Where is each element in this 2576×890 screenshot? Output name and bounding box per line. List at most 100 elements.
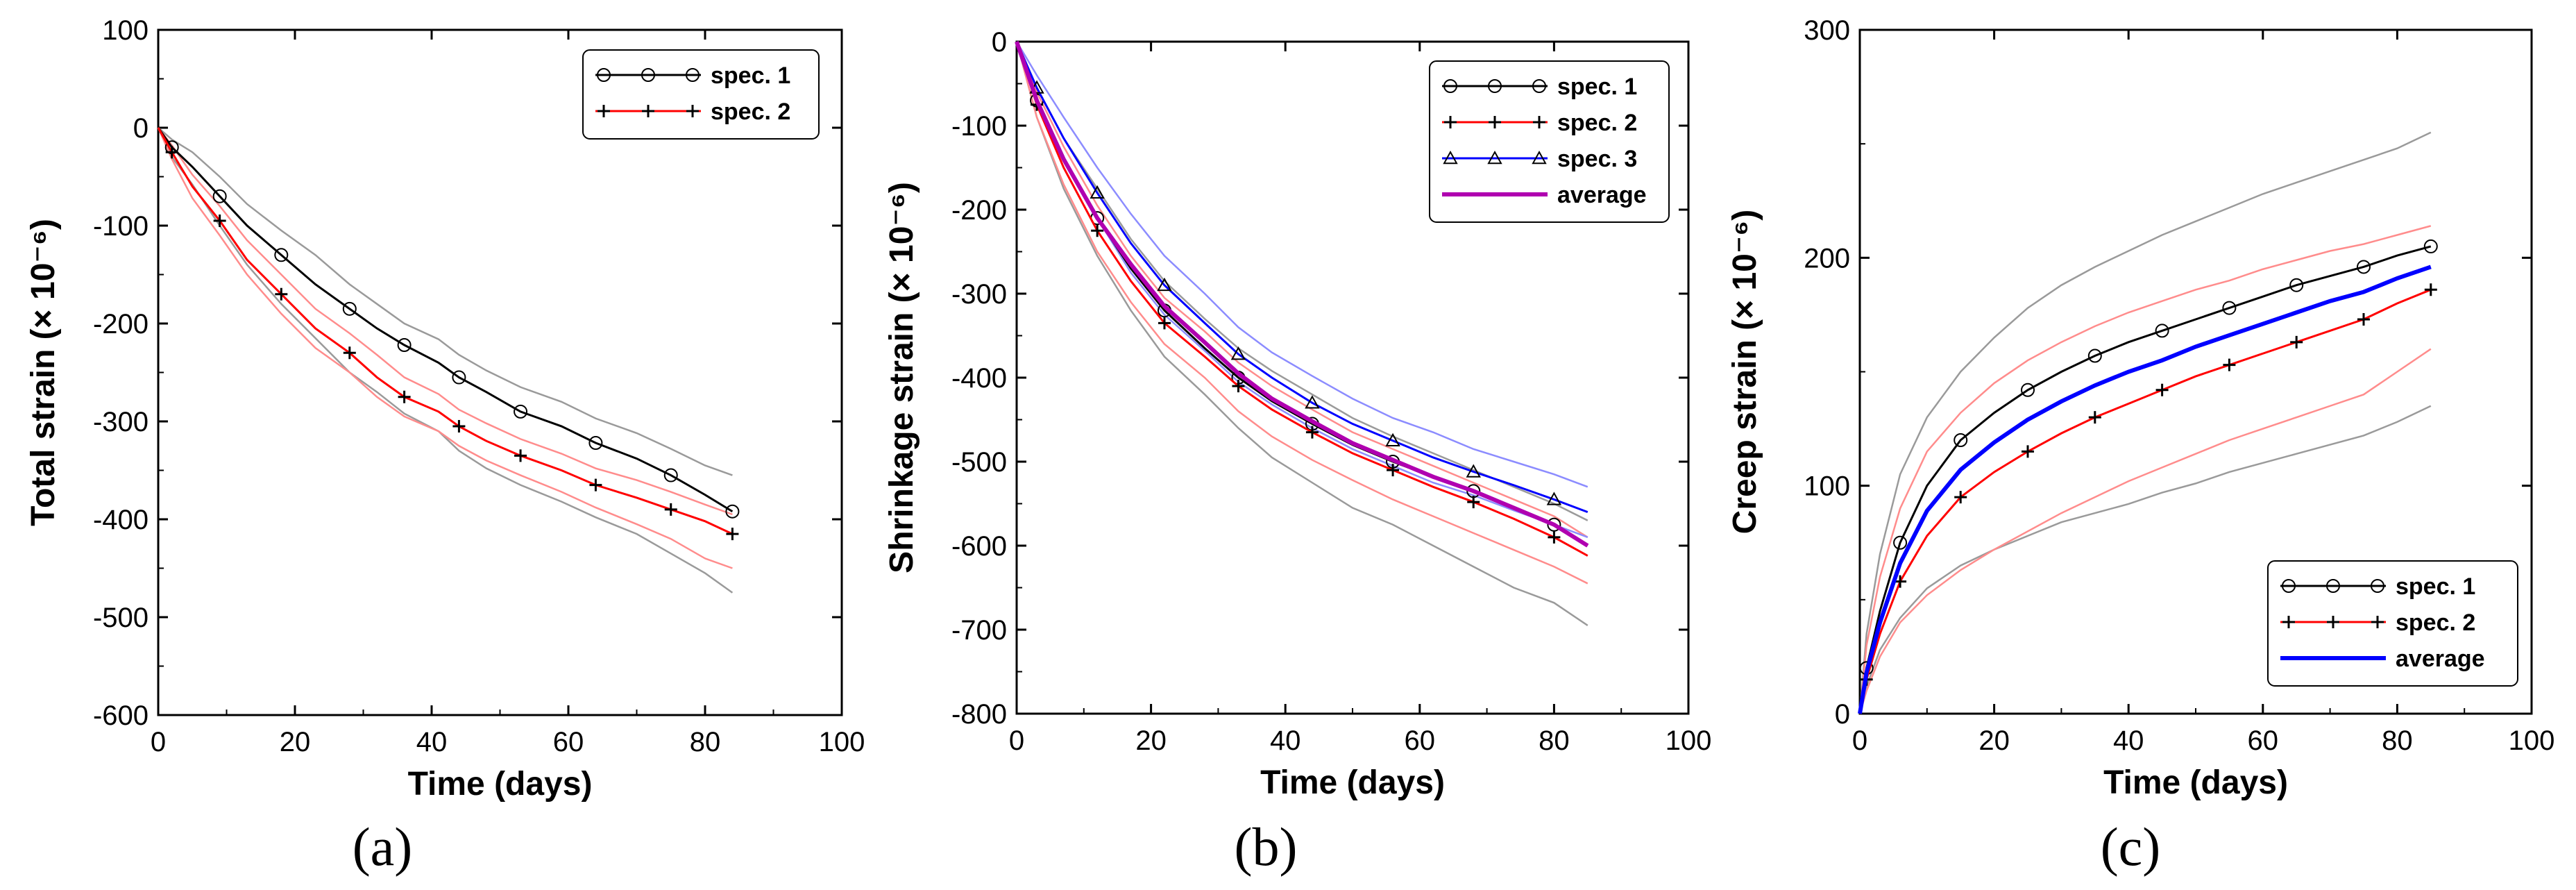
data-point-marker (452, 370, 466, 385)
series-band-1 (1858, 405, 2432, 714)
series-band-2 (1015, 41, 1588, 538)
series-band-2 (1858, 225, 2432, 714)
series-line-3 (1858, 265, 2432, 714)
legend-marker (2327, 616, 2339, 628)
y-axis-label: Shrinkage strain (× 10⁻⁶) (883, 182, 920, 573)
series-band-2 (157, 127, 733, 569)
series-line-3 (1015, 41, 1588, 514)
data-point-marker (1090, 185, 1105, 199)
data-point-marker (342, 301, 357, 316)
data-point-marker (1547, 517, 1561, 532)
legend-label: spec. 3 (1557, 146, 1637, 172)
legend-box (1429, 60, 1670, 223)
x-axis-label: Time (days) (1260, 764, 1445, 801)
data-point-marker (514, 449, 527, 462)
legend-marker (2326, 579, 2340, 593)
y-tick-label: -600 (93, 700, 149, 731)
series-line-2 (1015, 41, 1588, 557)
y-axis-label: Total strain (× 10⁻⁶) (25, 219, 62, 526)
x-tick-label: 80 (690, 727, 721, 757)
data-point-marker (1546, 492, 1562, 505)
data-point-marker (2357, 260, 2371, 274)
data-point-marker (663, 468, 678, 482)
series-band-3 (1015, 41, 1588, 488)
data-point-marker (2290, 335, 2303, 349)
legend-marker (2371, 579, 2384, 593)
y-tick-label: 200 (1804, 243, 1850, 274)
series-line-2 (157, 127, 734, 535)
legend-label: spec. 2 (1557, 110, 1637, 136)
data-point-marker (514, 404, 528, 419)
x-tick-label: 100 (1666, 725, 1712, 756)
data-point-marker (275, 287, 288, 301)
data-point-marker (589, 478, 602, 492)
series-band-2 (158, 127, 733, 516)
data-point-marker (1305, 395, 1320, 409)
x-tick-label: 40 (2113, 725, 2144, 756)
y-tick-label: -400 (951, 363, 1007, 394)
x-axis-label: Time (days) (2103, 764, 2288, 801)
y-tick-label: -300 (93, 407, 149, 437)
series-band-1 (158, 127, 733, 476)
data-point-marker (212, 189, 227, 203)
series-line-1 (157, 127, 734, 513)
legend-marker (686, 105, 699, 117)
data-point-marker (2155, 324, 2169, 338)
legend: spec. 1 spec. 2 average (2267, 560, 2518, 687)
legend-label: spec. 2 (711, 99, 790, 125)
data-point-marker (2021, 383, 2035, 397)
x-axis-label: Time (days) (408, 766, 593, 803)
data-point-marker (2424, 283, 2437, 296)
legend-marker (1443, 150, 1458, 165)
x-tick-label: 0 (1852, 725, 1867, 756)
series-band-1 (1858, 131, 2432, 714)
data-point-marker (2423, 239, 2438, 253)
data-point-marker (165, 146, 178, 159)
data-point-marker (274, 248, 289, 262)
data-point-marker (1954, 491, 1967, 504)
data-point-marker (2155, 383, 2169, 396)
data-point-marker (2223, 358, 2236, 371)
data-point-marker (2289, 278, 2304, 292)
y-tick-label: -400 (93, 505, 149, 535)
legend-marker (597, 68, 611, 82)
data-point-marker (1954, 433, 1968, 447)
chart-panel-1: 0 20 40 60 80 100 -600 -500 -400 -300 -200 -100 0 100… (25, 15, 865, 803)
y-tick-label: -600 (951, 531, 1007, 562)
x-tick-label: 20 (280, 727, 311, 757)
series-line-2 (1858, 288, 2432, 714)
data-point-marker (1467, 496, 1480, 509)
panel-label-b: (b) (1234, 816, 1298, 877)
data-point-marker (1387, 464, 1400, 477)
data-point-marker (726, 528, 739, 541)
legend-marker (642, 105, 654, 117)
x-tick-label: 80 (2382, 725, 2413, 756)
data-point-marker (1158, 317, 1171, 330)
y-tick-label: -800 (951, 699, 1007, 730)
data-point-marker (452, 420, 466, 433)
y-tick-label: 0 (1835, 699, 1850, 730)
panel-label-c: (c) (2100, 816, 2161, 877)
data-point-marker (343, 346, 356, 360)
data-point-marker (1230, 346, 1246, 360)
legend-label: spec. 2 (2396, 610, 2475, 636)
series-band-1 (157, 127, 734, 594)
data-point-marker (397, 338, 412, 353)
legend-label: spec. 1 (2396, 573, 2475, 600)
x-tick-label: 100 (819, 727, 865, 757)
x-tick-label: 20 (1978, 725, 2010, 756)
data-point-marker (2088, 411, 2101, 424)
y-tick-label: 0 (992, 27, 1007, 58)
y-axis-label: Creep strain (× 10⁻⁶) (1727, 210, 1763, 535)
y-tick-label: -500 (951, 447, 1007, 478)
data-point-marker (1893, 535, 1908, 550)
y-tick-label: -500 (93, 603, 149, 633)
data-point-marker (1385, 433, 1400, 446)
x-tick-label: 0 (1009, 725, 1024, 756)
y-tick-label: -200 (93, 309, 149, 339)
series-line-4 (1015, 41, 1589, 548)
y-tick-label: 0 (133, 113, 149, 144)
data-point-marker (664, 503, 677, 516)
data-point-marker (1548, 530, 1561, 544)
